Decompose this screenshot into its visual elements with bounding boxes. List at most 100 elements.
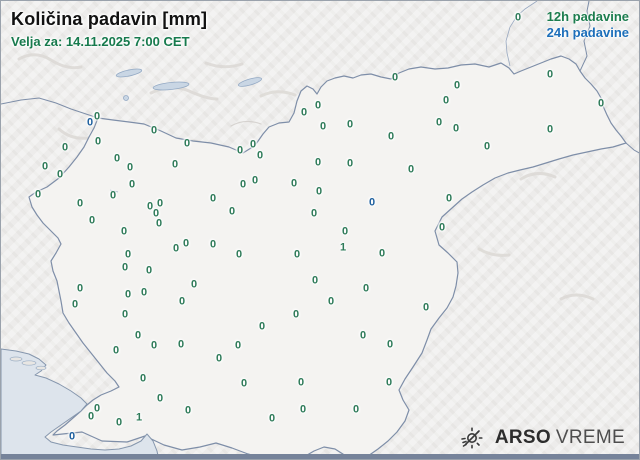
station-value: 0 xyxy=(387,130,395,143)
station-value: 1 xyxy=(135,411,143,424)
station-value: 0 xyxy=(93,402,101,415)
station-value: 0 xyxy=(155,217,163,230)
station-value: 0 xyxy=(88,214,96,227)
station-value: 0 xyxy=(140,286,148,299)
adriatic-sea xyxy=(1,348,160,459)
station-value: 0 xyxy=(139,372,147,385)
station-value: 0 xyxy=(56,168,64,181)
station-value: 0 xyxy=(319,120,327,133)
station-value: 0 xyxy=(292,308,300,321)
station-value: 0 xyxy=(150,124,158,137)
station-value: 0 xyxy=(452,122,460,135)
station-value: 0 xyxy=(362,282,370,295)
station-value: 0 xyxy=(94,135,102,148)
station-value: 0 xyxy=(546,68,554,81)
station-value: 0 xyxy=(251,174,259,187)
station-value: 0 xyxy=(145,264,153,277)
legend: 12h padavine 24h padavine xyxy=(547,9,629,41)
station-value: 0 xyxy=(249,138,257,151)
legend-24h[interactable]: 24h padavine xyxy=(546,25,629,40)
valid-time: Velja za: 14.11.2025 7:00 CET xyxy=(11,34,190,49)
station-value: 0 xyxy=(182,237,190,250)
station-value: 0 xyxy=(327,295,335,308)
lakes xyxy=(109,68,262,193)
station-value: 0 xyxy=(483,140,491,153)
station-value: 0 xyxy=(178,295,186,308)
map-header: Količina padavin [mm] Velja za: 14.11.20… xyxy=(11,9,207,49)
station-value: 0 xyxy=(113,152,121,165)
station-value: 0 xyxy=(300,106,308,119)
station-value: 0 xyxy=(514,11,522,24)
station-value: 0 xyxy=(41,160,49,173)
station-value: 0 xyxy=(228,205,236,218)
station-value: 0 xyxy=(311,274,319,287)
station-value: 0 xyxy=(152,207,160,220)
station-value: 0 xyxy=(124,288,132,301)
bottom-bar xyxy=(1,454,639,459)
station-value: 0 xyxy=(299,403,307,416)
brand-agency: ARSO xyxy=(494,427,551,448)
station-value: 0 xyxy=(177,338,185,351)
station-value: 0 xyxy=(597,97,605,110)
station-value: 0 xyxy=(314,156,322,169)
station-value: 0 xyxy=(435,116,443,129)
map-title: Količina padavin [mm] xyxy=(11,9,208,29)
station-value: 0 xyxy=(128,178,136,191)
station-value: 0 xyxy=(293,248,301,261)
station-value: 0 xyxy=(150,339,158,352)
station-value: 1 xyxy=(339,241,347,254)
station-value: 0 xyxy=(109,189,117,202)
station-value: 0 xyxy=(190,278,198,291)
station-value: 0 xyxy=(209,238,217,251)
station-value: 0 xyxy=(86,116,94,129)
station-value: 0 xyxy=(297,376,305,389)
station-value: 0 xyxy=(378,247,386,260)
station-value: 0 xyxy=(215,352,223,365)
station-value: 0 xyxy=(156,197,164,210)
station-value: 0 xyxy=(112,344,120,357)
brand-product: VREME xyxy=(555,427,625,448)
station-value: 0 xyxy=(134,329,142,342)
station-value: 0 xyxy=(290,177,298,190)
lagoon-islands xyxy=(9,356,47,371)
station-value: 0 xyxy=(546,123,554,136)
station-value: 0 xyxy=(76,197,84,210)
station-value: 0 xyxy=(76,282,84,295)
station-value: 0 xyxy=(341,225,349,238)
station-value: 0 xyxy=(314,99,322,112)
legend-12h[interactable]: 12h padavine xyxy=(546,9,629,24)
station-value: 0 xyxy=(184,404,192,417)
station-value: 0 xyxy=(386,338,394,351)
station-value: 0 xyxy=(315,185,323,198)
station-value: 0 xyxy=(93,110,101,123)
station-value: 0 xyxy=(171,158,179,171)
station-value: 0 xyxy=(234,339,242,352)
station-value: 0 xyxy=(68,430,76,443)
station-value: 0 xyxy=(422,301,430,314)
neighbour-borders xyxy=(1,1,639,154)
station-value: 0 xyxy=(391,71,399,84)
station-value: 0 xyxy=(235,248,243,261)
station-value: 0 xyxy=(346,118,354,131)
river-line xyxy=(505,1,538,67)
station-value: 0 xyxy=(438,221,446,234)
station-value: 0 xyxy=(124,248,132,261)
station-value: 0 xyxy=(146,200,154,213)
station-value: 0 xyxy=(172,242,180,255)
station-value: 0 xyxy=(453,79,461,92)
sun-icon xyxy=(461,427,483,449)
station-value: 0 xyxy=(183,137,191,150)
station-value: 0 xyxy=(121,261,129,274)
arso-vreme-logo: ARSO VREME xyxy=(459,426,625,450)
station-value: 0 xyxy=(407,163,415,176)
station-value: 0 xyxy=(87,410,95,423)
station-value: 0 xyxy=(359,329,367,342)
station-value: 0 xyxy=(121,308,129,321)
station-value: 0 xyxy=(258,320,266,333)
station-value: 0 xyxy=(352,403,360,416)
station-value: 0 xyxy=(71,298,79,311)
station-value: 0 xyxy=(268,412,276,425)
station-value: 0 xyxy=(209,192,217,205)
